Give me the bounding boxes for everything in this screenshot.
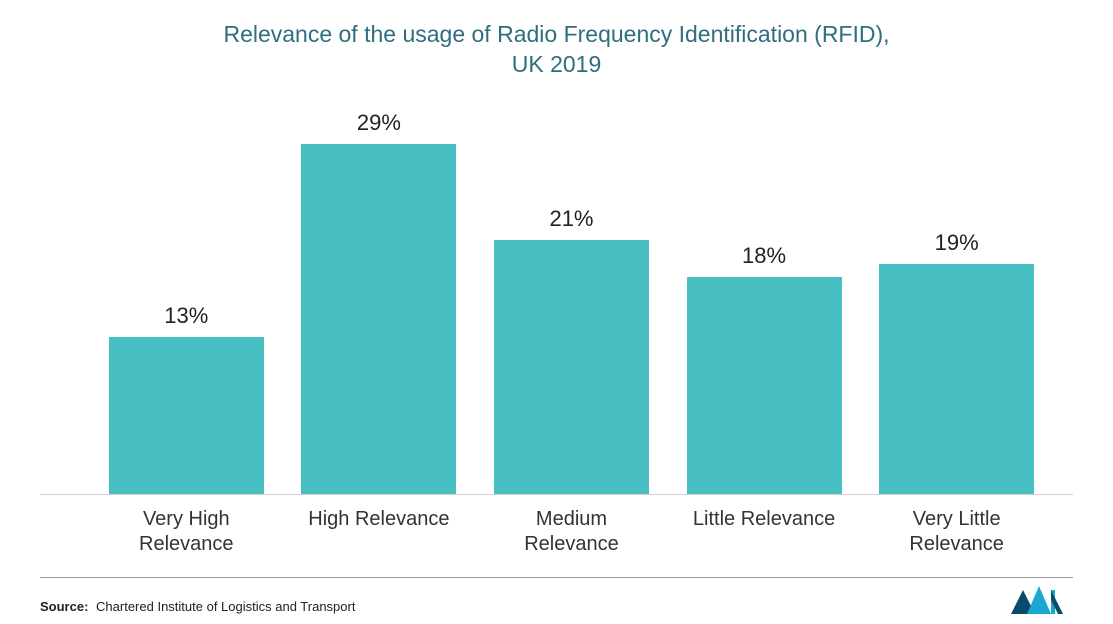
bar-value-label: 21% [549, 206, 593, 232]
bar-group: 19% [879, 230, 1034, 493]
title-line-1: Relevance of the usage of Radio Frequenc… [223, 21, 889, 47]
source-label: Source: [40, 599, 88, 614]
chart-footer: Source: Chartered Institute of Logistics… [40, 577, 1073, 624]
bar-value-label: 29% [357, 110, 401, 136]
x-label: Little Relevance [687, 507, 842, 557]
chart-title: Relevance of the usage of Radio Frequenc… [40, 20, 1073, 80]
bar [687, 277, 842, 494]
x-label: Very High Relevance [109, 507, 264, 557]
bar-group: 13% [109, 303, 264, 494]
bar [494, 240, 649, 493]
bar-group: 21% [494, 206, 649, 493]
brand-logo-icon [1011, 586, 1063, 614]
bar-value-label: 13% [164, 303, 208, 329]
source-line: Source: Chartered Institute of Logistics… [40, 599, 355, 614]
x-label: Medium Relevance [494, 507, 649, 557]
x-label: High Relevance [301, 507, 456, 557]
chart-container: Relevance of the usage of Radio Frequenc… [0, 0, 1113, 615]
plot-area: 13% 29% 21% 18% 19% [40, 110, 1073, 495]
bar-group: 18% [687, 243, 842, 494]
bar [879, 264, 1034, 493]
bar [301, 144, 456, 494]
bar-value-label: 19% [935, 230, 979, 256]
x-label: Very Little Relevance [879, 507, 1034, 557]
source-text: Chartered Institute of Logistics and Tra… [96, 599, 355, 614]
bar [109, 337, 264, 494]
bar-group: 29% [301, 110, 456, 494]
title-line-2: UK 2019 [512, 51, 602, 77]
bar-value-label: 18% [742, 243, 786, 269]
x-axis-labels: Very High Relevance High Relevance Mediu… [40, 495, 1073, 557]
